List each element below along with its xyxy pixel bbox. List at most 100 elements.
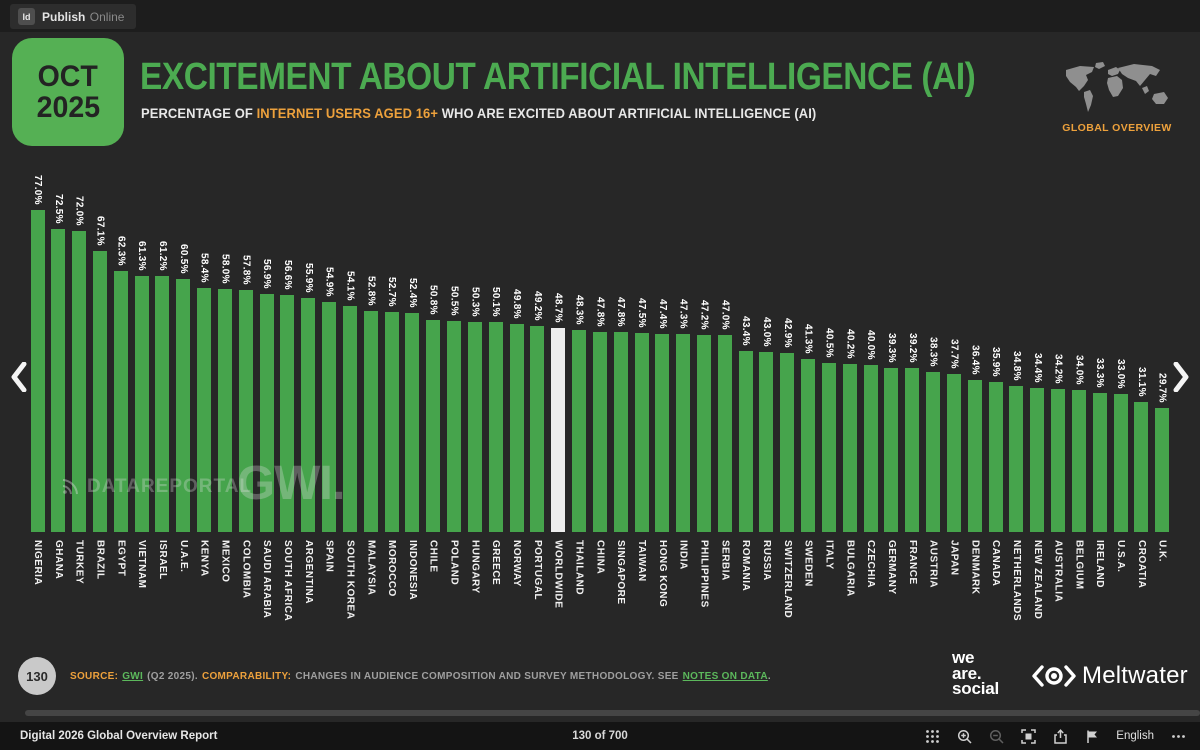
bar [322, 302, 337, 532]
bar-column: 47.8% SINGAPORE [613, 185, 628, 630]
bar-country-label: NETHERLANDS [1010, 540, 1022, 622]
bar-country-label: CZECHIA [865, 540, 877, 588]
bar [634, 333, 649, 532]
bar-value-label: 52.4% [406, 278, 418, 308]
bar-country-label: ROMANIA [740, 540, 752, 592]
page-indicator: 130 of 700 [572, 730, 628, 742]
bar-country-label: HUNGARY [469, 540, 481, 594]
bar-country-label: FRANCE [906, 540, 918, 585]
bar [1092, 393, 1107, 532]
bar-value-label: 56.6% [281, 260, 293, 290]
bar-country-label: VIETNAM [136, 540, 148, 589]
bar [613, 332, 628, 532]
bar-column: 48.7% WORLDWIDE [551, 185, 566, 630]
bar-column: 40.2% BULGARIA [842, 185, 857, 630]
notes-on-data-link[interactable]: NOTES ON DATA [682, 671, 768, 682]
bar-value-label: 47.8% [594, 297, 606, 327]
bar-value-label: 56.9% [261, 259, 273, 289]
bar-column: 54.1% SOUTH KOREA [342, 185, 357, 630]
bar-value-label: 60.5% [177, 244, 189, 274]
date-month: OCT [37, 59, 99, 93]
zoom-in-icon[interactable] [956, 728, 972, 744]
bar-column: 67.1% BRAZIL [92, 185, 107, 630]
bar-column: 60.5% U.A.E. [176, 185, 191, 630]
bar [530, 326, 545, 532]
bar [447, 321, 462, 532]
bar-column: 29.7% U.K. [1155, 185, 1170, 630]
meltwater-icon [1032, 665, 1076, 687]
bar [301, 298, 316, 532]
bar-column: 42.9% SWITZERLAND [780, 185, 795, 630]
bar [509, 324, 524, 532]
bar [759, 352, 774, 532]
fullscreen-icon[interactable] [1020, 728, 1036, 744]
bar-country-label: NEW ZEALAND [1031, 540, 1043, 620]
bar-column: 77.0% NIGERIA [30, 175, 45, 630]
bar-column: 48.3% THAILAND [572, 185, 587, 630]
bar-column: 41.3% SWEDEN [801, 185, 816, 630]
bar [1113, 394, 1128, 532]
next-page-arrow[interactable] [1168, 356, 1194, 398]
zoom-out-icon[interactable] [988, 728, 1004, 744]
bar-column: 38.3% AUSTRIA [926, 185, 941, 630]
bar-value-label: 55.9% [302, 263, 314, 293]
more-options-icon[interactable] [1170, 728, 1186, 744]
bar [884, 368, 899, 532]
source-link[interactable]: GWI [122, 671, 144, 682]
prev-page-arrow[interactable] [6, 356, 32, 398]
world-map-icon [1066, 62, 1168, 112]
bar-country-label: ARGENTINA [302, 540, 314, 604]
global-overview-block: GLOBAL OVERVIEW [1058, 60, 1176, 134]
bar-column: 39.2% FRANCE [905, 185, 920, 630]
bar-value-label: 67.1% [94, 216, 106, 246]
thumbnail-grid-icon[interactable] [924, 728, 940, 744]
bar-chart: 77.0% NIGERIA 72.5% GHANA 72.0% TURKEY 67.1% BR… [30, 175, 1170, 630]
bar-value-label: 47.5% [636, 298, 648, 328]
bar-column: 43.4% ROMANIA [738, 185, 753, 630]
bar-value-label: 35.9% [990, 347, 1002, 377]
bar-column: 56.6% SOUTH AFRICA [280, 185, 295, 630]
bar-value-label: 50.5% [448, 286, 460, 316]
bar-country-label: CHILE [427, 540, 439, 573]
bar-value-label: 37.7% [948, 339, 960, 369]
bar [655, 334, 670, 532]
publish-online-widget[interactable]: Id Publish Online [10, 4, 137, 29]
bar-value-label: 72.5% [52, 194, 64, 224]
bar-value-label: 57.8% [240, 255, 252, 285]
bar [572, 330, 587, 532]
bar-column: 39.3% GERMANY [884, 185, 899, 630]
bar [217, 289, 232, 532]
page-subtitle: PERCENTAGE OF INTERNET USERS AGED 16+ WH… [141, 106, 816, 121]
source-detail: (Q2 2025). [147, 671, 198, 682]
bar-column: 34.8% NETHERLANDS [1009, 185, 1024, 630]
bar-column: 57.8% COLOMBIA [238, 185, 253, 630]
bar-value-label: 48.3% [573, 295, 585, 325]
bar-country-label: COLOMBIA [240, 540, 252, 599]
horizontal-scrollbar[interactable] [25, 710, 1200, 716]
bar-country-label: JAPAN [948, 540, 960, 576]
subtitle-highlight: INTERNET USERS AGED 16+ [256, 106, 439, 121]
report-flag-icon[interactable] [1084, 728, 1100, 744]
we-are-social-logo: we are. social [952, 648, 999, 699]
bar [280, 295, 295, 532]
bar-country-label: WORLDWIDE [552, 540, 564, 609]
bar-column: 35.9% CANADA [988, 185, 1003, 630]
bar-country-label: INDONESIA [406, 540, 418, 601]
bar-value-label: 48.7% [552, 293, 564, 323]
bar [259, 294, 274, 532]
language-selector[interactable]: English [1116, 730, 1154, 742]
bar-country-label: GERMANY [885, 540, 897, 595]
bar-column: 34.2% AUSTRALIA [1051, 185, 1066, 630]
bar-country-label: THAILAND [573, 540, 585, 596]
source-label: SOURCE: [70, 671, 119, 682]
share-icon[interactable] [1052, 728, 1068, 744]
bar-column: 47.3% INDIA [676, 185, 691, 630]
bar-country-label: MEXICO [219, 540, 231, 583]
bar-value-label: 47.0% [719, 300, 731, 330]
bar-column: 40.0% CZECHIA [863, 185, 878, 630]
viewer-bottom-toolbar: Digital 2026 Global Overview Report 130 … [0, 722, 1200, 750]
bar-country-label: IRELAND [1094, 540, 1106, 588]
bar-value-label: 40.2% [844, 329, 856, 359]
bar-column: 34.4% NEW ZEALAND [1030, 185, 1045, 630]
bar-column: 54.9% SPAIN [322, 185, 337, 630]
